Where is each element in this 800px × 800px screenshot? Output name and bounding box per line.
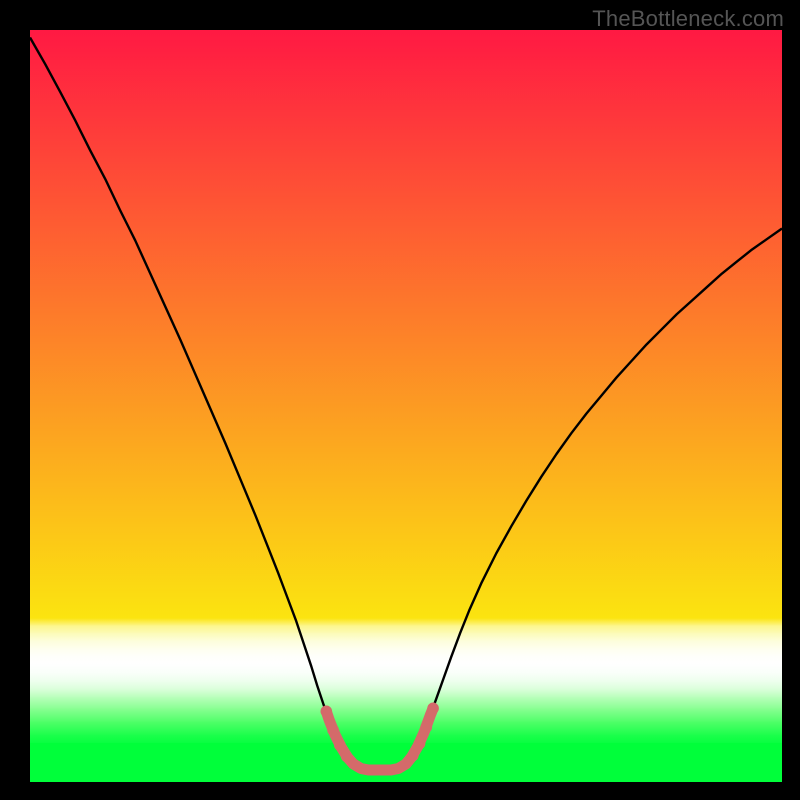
bg-band: [30, 648, 782, 656]
valley-marker-dot: [427, 703, 439, 715]
plot-svg: [30, 30, 782, 782]
bg-band: [30, 690, 782, 698]
bg-band: [30, 681, 782, 690]
bg-band: [30, 673, 782, 682]
valley-marker-dot: [407, 750, 419, 762]
valley-marker-dot: [414, 738, 426, 750]
valley-marker-dot: [327, 724, 339, 736]
valley-marker-dot: [334, 739, 346, 751]
valley-marker-dot: [341, 751, 353, 763]
valley-marker-dot: [320, 706, 332, 718]
chart-frame: TheBottleneck.com: [0, 0, 800, 800]
watermark-text: TheBottleneck.com: [592, 6, 784, 32]
bg-band: [30, 722, 782, 736]
bg-band: [30, 663, 782, 673]
bg-band: [30, 618, 782, 626]
bg-band: [30, 633, 782, 641]
plot-area: [30, 30, 782, 782]
bg-band: [30, 641, 782, 649]
bg-band: [30, 735, 782, 743]
bg-band: [30, 656, 782, 664]
bg-band: [30, 626, 782, 634]
bg-band: [30, 708, 782, 722]
valley-marker-dot: [421, 721, 433, 733]
bg-band: [30, 697, 782, 709]
bg-band: [30, 30, 782, 619]
